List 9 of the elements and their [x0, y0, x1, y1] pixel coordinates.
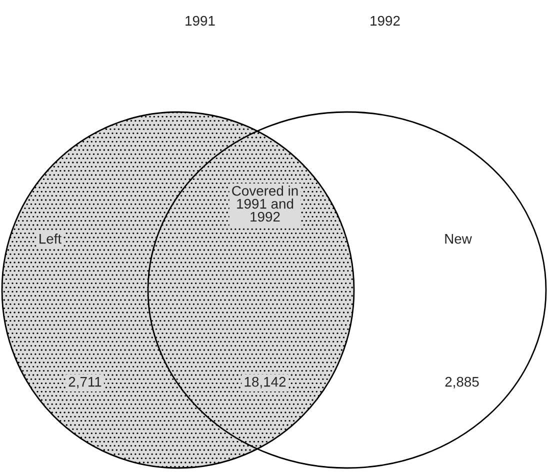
data-label: 2,885 [445, 376, 479, 388]
text: 1992 [250, 212, 280, 222]
category-label: Covered in 1991 and [232, 186, 298, 209]
text: 1992 [370, 16, 400, 26]
data-label: 18,142 [244, 376, 286, 388]
text: 1991 [186, 16, 215, 26]
category-label: Left [40, 234, 62, 244]
data-label: 2,711 [68, 376, 102, 388]
category-label: New [445, 234, 472, 244]
